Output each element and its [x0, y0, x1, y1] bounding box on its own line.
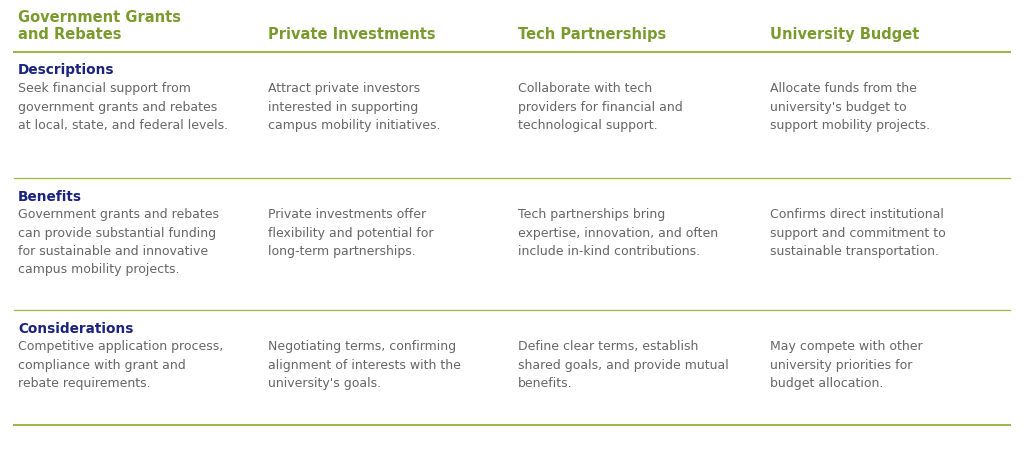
- Text: University Budget: University Budget: [770, 27, 920, 42]
- Text: Government grants and rebates
can provide substantial funding
for sustainable an: Government grants and rebates can provid…: [18, 208, 219, 276]
- Text: Competitive application process,
compliance with grant and
rebate requirements.: Competitive application process, complia…: [18, 340, 223, 390]
- Text: Government Grants: Government Grants: [18, 10, 181, 25]
- Text: Tech partnerships bring
expertise, innovation, and often
include in-kind contrib: Tech partnerships bring expertise, innov…: [518, 208, 718, 258]
- Text: Negotiating terms, confirming
alignment of interests with the
university's goals: Negotiating terms, confirming alignment …: [268, 340, 461, 390]
- Text: Private investments offer
flexibility and potential for
long-term partnerships.: Private investments offer flexibility an…: [268, 208, 433, 258]
- Text: Considerations: Considerations: [18, 322, 133, 336]
- Text: Seek financial support from
government grants and rebates
at local, state, and f: Seek financial support from government g…: [18, 82, 228, 132]
- Text: Benefits: Benefits: [18, 190, 82, 204]
- Text: and Rebates: and Rebates: [18, 27, 122, 42]
- Text: Define clear terms, establish
shared goals, and provide mutual
benefits.: Define clear terms, establish shared goa…: [518, 340, 729, 390]
- Text: Collaborate with tech
providers for financial and
technological support.: Collaborate with tech providers for fina…: [518, 82, 683, 132]
- Text: Descriptions: Descriptions: [18, 63, 115, 77]
- Text: Allocate funds from the
university's budget to
support mobility projects.: Allocate funds from the university's bud…: [770, 82, 930, 132]
- Text: Confirms direct institutional
support and commitment to
sustainable transportati: Confirms direct institutional support an…: [770, 208, 946, 258]
- Text: Tech Partnerships: Tech Partnerships: [518, 27, 667, 42]
- Text: May compete with other
university priorities for
budget allocation.: May compete with other university priori…: [770, 340, 923, 390]
- Text: Private Investments: Private Investments: [268, 27, 435, 42]
- Text: Attract private investors
interested in supporting
campus mobility initiatives.: Attract private investors interested in …: [268, 82, 440, 132]
